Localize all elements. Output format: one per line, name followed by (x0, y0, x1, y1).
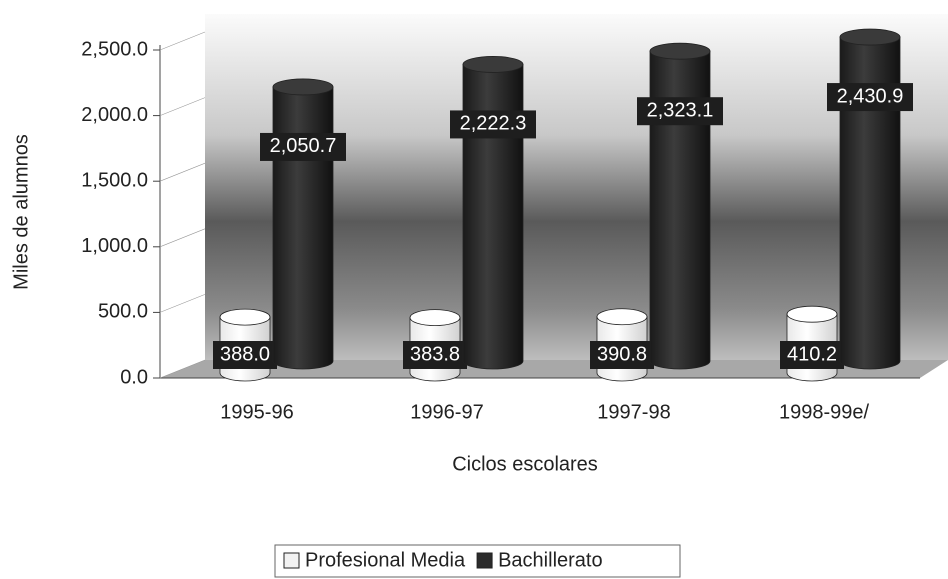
bar-top (219, 308, 271, 326)
y-tick-label: 0.0 (120, 366, 148, 388)
bar-top (272, 78, 334, 96)
legend-swatch (476, 552, 493, 569)
legend-swatch (283, 552, 300, 569)
bar (839, 36, 901, 370)
grid-line (159, 97, 206, 116)
bar-top (409, 309, 461, 327)
x-axis-label: Ciclos escolares (452, 453, 598, 475)
value-label: 2,050.7 (270, 135, 337, 157)
value-label-box (450, 110, 536, 139)
y-tick-label: 1,500.0 (81, 169, 148, 191)
bar-top (649, 42, 711, 60)
floor (160, 360, 948, 378)
x-tick-label: 1998-99e/ (779, 401, 870, 423)
bar (272, 86, 334, 370)
bar-top (596, 308, 648, 326)
grid-line (159, 228, 206, 248)
y-axis-label: Miles de alumnos (10, 134, 32, 290)
y-tick-label: 500.0 (98, 301, 148, 323)
bar-top (786, 305, 838, 323)
y-tick-label: 1,000.0 (81, 235, 148, 257)
value-label: 388.0 (220, 343, 270, 365)
value-label: 390.8 (597, 343, 647, 365)
y-tick-label: 2,000.0 (81, 104, 148, 126)
value-label-box (827, 83, 913, 112)
value-label-box (213, 341, 277, 369)
grid-line (159, 31, 206, 51)
bar-top (462, 56, 524, 73)
x-tick-label: 1995-96 (220, 401, 293, 423)
legend-label: Bachillerato (498, 549, 603, 571)
value-label-box (260, 132, 346, 161)
value-label-box (590, 341, 654, 369)
value-label: 2,430.9 (837, 85, 904, 107)
bar (649, 50, 711, 370)
y-tick-label: 2,500.0 (81, 38, 148, 60)
grid-line (159, 359, 206, 379)
grid-line (159, 162, 206, 182)
x-tick-label: 1996-97 (410, 401, 483, 423)
bar (462, 64, 524, 370)
value-label: 383.8 (410, 343, 460, 365)
bar-top (839, 28, 901, 46)
value-label-box (780, 341, 844, 369)
x-tick-label: 1997-98 (597, 401, 670, 423)
legend-label: Profesional Media (305, 549, 466, 571)
value-label: 2,323.1 (647, 99, 714, 121)
grid-line (159, 294, 206, 313)
value-label: 410.2 (787, 343, 837, 365)
value-label: 2,222.3 (460, 113, 527, 135)
value-label-box (637, 97, 723, 126)
value-label-box (403, 341, 467, 369)
back-wall (205, 14, 948, 360)
